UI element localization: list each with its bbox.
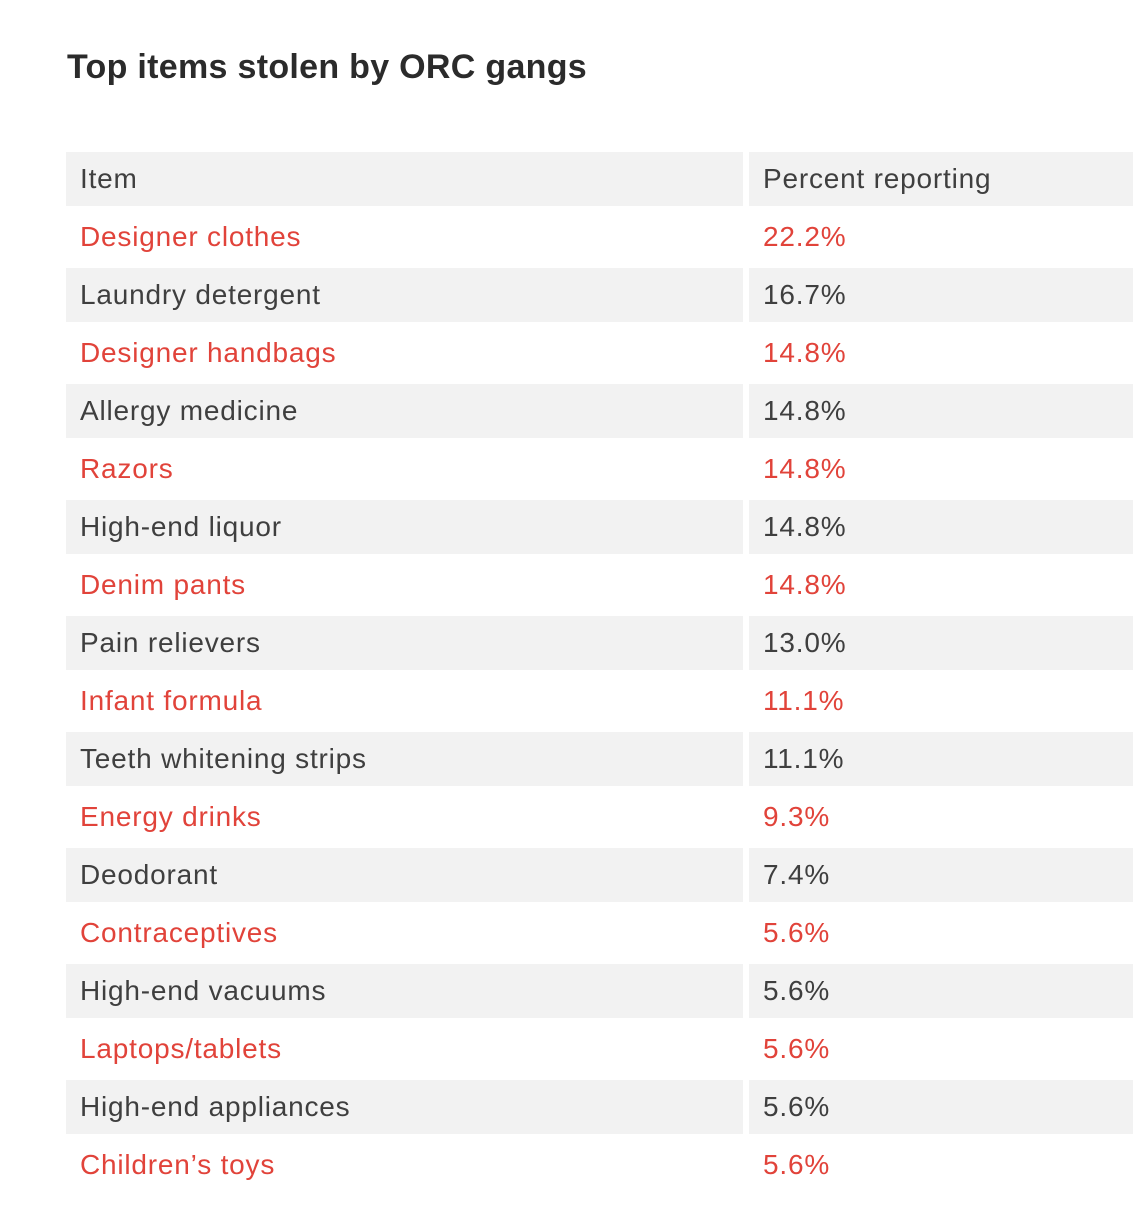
item-cell: Energy drinks — [66, 790, 743, 844]
item-cell: High-end vacuums — [66, 964, 743, 1018]
percent-cell: 22.2% — [749, 210, 1133, 264]
item-cell: Deodorant — [66, 848, 743, 902]
column-header-percent: Percent reporting — [749, 152, 1133, 206]
percent-cell: 16.7% — [749, 268, 1133, 322]
item-cell: Laundry detergent — [66, 268, 743, 322]
item-cell: Laptops/tablets — [66, 1022, 743, 1076]
item-cell: Pain relievers — [66, 616, 743, 670]
item-cell: High-end liquor — [66, 500, 743, 554]
percent-cell: 14.8% — [749, 384, 1133, 438]
percent-cell: 5.6% — [749, 1138, 1133, 1192]
item-cell: Infant formula — [66, 674, 743, 728]
percent-cell: 11.1% — [749, 674, 1133, 728]
item-cell: High-end appliances — [66, 1080, 743, 1134]
percent-cell: 5.6% — [749, 964, 1133, 1018]
item-cell: Designer clothes — [66, 210, 743, 264]
chart-title: Top items stolen by ORC gangs — [67, 48, 588, 86]
item-cell: Contraceptives — [66, 906, 743, 960]
percent-cell: 5.6% — [749, 1022, 1133, 1076]
item-cell: Children’s toys — [66, 1138, 743, 1192]
percent-cell: 13.0% — [749, 616, 1133, 670]
column-header-item: Item — [66, 152, 743, 206]
percent-cell: 5.6% — [749, 906, 1133, 960]
percent-cell: 14.8% — [749, 500, 1133, 554]
items-table: Item Percent reporting Designer clothes … — [66, 152, 1133, 1192]
percent-cell: 5.6% — [749, 1080, 1133, 1134]
item-cell: Razors — [66, 442, 743, 496]
percent-cell: 7.4% — [749, 848, 1133, 902]
percent-cell: 14.8% — [749, 558, 1133, 612]
item-cell: Teeth whitening strips — [66, 732, 743, 786]
percent-cell: 14.8% — [749, 442, 1133, 496]
percent-cell: 14.8% — [749, 326, 1133, 380]
item-cell: Denim pants — [66, 558, 743, 612]
percent-cell: 9.3% — [749, 790, 1133, 844]
item-cell: Allergy medicine — [66, 384, 743, 438]
percent-cell: 11.1% — [749, 732, 1133, 786]
item-cell: Designer handbags — [66, 326, 743, 380]
